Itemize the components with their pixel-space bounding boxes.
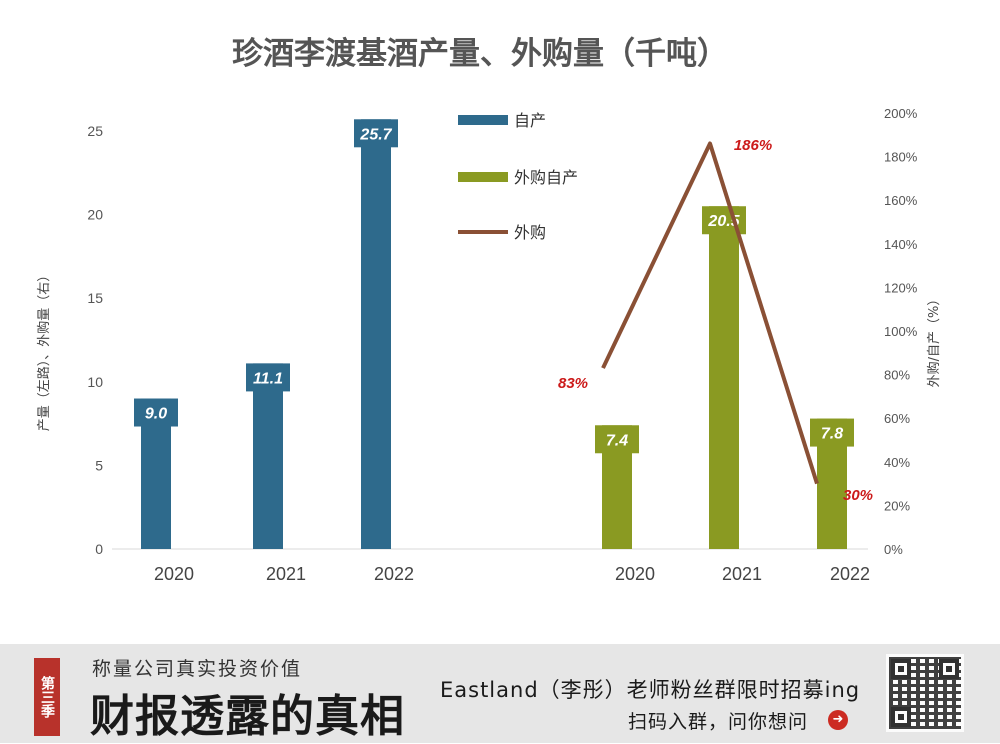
bar-label-box xyxy=(354,119,398,148)
bar-value-label: 7.8 xyxy=(821,426,843,443)
category-label: 2022 xyxy=(374,564,414,584)
bar-label-box xyxy=(810,418,854,447)
right-tick-label: 100% xyxy=(884,324,918,339)
qr-eye xyxy=(891,707,911,727)
category-label: 2021 xyxy=(722,564,762,584)
right-tick-label: 0% xyxy=(884,542,903,557)
left-axis-title: 产量（左路）、外购量（右） xyxy=(36,269,52,432)
bar-value-label: 7.4 xyxy=(606,432,628,449)
season-tag: 第三季 xyxy=(34,658,60,736)
category-label: 2020 xyxy=(615,564,655,584)
left-tick-label: 15 xyxy=(87,290,103,306)
legend-swatch xyxy=(458,172,508,182)
left-tick-label: 25 xyxy=(87,123,103,139)
bar-value-label: 25.7 xyxy=(359,126,392,143)
chart-area: 珍酒李渡基酒产量、外购量（千吨） 0 5 10 15 20 25 0% 20% 40% 60% 80%… xyxy=(36,36,942,584)
banner-scan-text: 扫码入群，问你想问 xyxy=(628,711,809,733)
line-value-label: 186% xyxy=(734,137,772,154)
right-tick-label: 160% xyxy=(884,193,918,208)
qr-eye xyxy=(891,659,911,679)
qr-eye xyxy=(939,659,959,679)
left-tick-label: 0 xyxy=(95,541,103,557)
right-tick-label: 120% xyxy=(884,280,918,295)
chart-svg: 珍酒李渡基酒产量、外购量（千吨） 0 5 10 15 20 25 0% 20% 40% 60% 80%… xyxy=(36,36,942,584)
left-tick-label: 20 xyxy=(87,207,103,223)
bar-value-label: 11.1 xyxy=(253,370,283,387)
category-label: 2022 xyxy=(830,564,870,584)
category-label: 2021 xyxy=(266,564,306,584)
bar-label-box xyxy=(595,425,639,454)
right-tick-label: 200% xyxy=(884,106,918,121)
line-series-purchase xyxy=(601,141,819,485)
bar-value-label: 9.0 xyxy=(145,406,167,423)
legend-swatch xyxy=(458,115,508,125)
right-tick-label: 40% xyxy=(884,455,910,470)
bar-purchase-self-2021 xyxy=(709,206,739,550)
chart-title: 珍酒李渡基酒产量、外购量（千吨） xyxy=(232,36,728,72)
arrow-right-circle-icon[interactable]: ➜ xyxy=(828,710,848,730)
promo-banner: 第三季 称量公司真实投资价值 财报透露的真相 Eastland（李彤）老师粉丝群… xyxy=(0,644,1000,743)
line-value-label: 83% xyxy=(558,375,588,392)
right-tick-label: 140% xyxy=(884,237,918,252)
legend-label: 外购自产 xyxy=(514,168,578,187)
bar-self-2022 xyxy=(361,119,391,550)
right-tick-label: 60% xyxy=(884,411,910,426)
line-value-label: 30% xyxy=(843,487,873,504)
qr-code[interactable] xyxy=(886,654,964,732)
bar-label-box xyxy=(246,363,290,392)
right-tick-label: 20% xyxy=(884,498,910,513)
legend-label: 自产 xyxy=(514,111,546,130)
legend-label: 外购 xyxy=(514,223,546,242)
category-label: 2020 xyxy=(154,564,194,584)
bar-self-2021 xyxy=(253,363,283,549)
banner-subtitle: 称量公司真实投资价值 xyxy=(92,658,303,680)
left-tick-label: 5 xyxy=(95,457,103,473)
bar-label-box xyxy=(134,398,178,427)
right-tick-label: 80% xyxy=(884,368,910,383)
banner-main-title: 财报透露的真相 xyxy=(90,691,405,742)
right-tick-label: 180% xyxy=(884,150,918,165)
right-axis-title: 外购/自产（%） xyxy=(926,293,942,388)
banner-recruit-text: Eastland（李彤）老师粉丝群限时招募ing xyxy=(440,678,861,702)
left-tick-label: 10 xyxy=(87,374,103,390)
